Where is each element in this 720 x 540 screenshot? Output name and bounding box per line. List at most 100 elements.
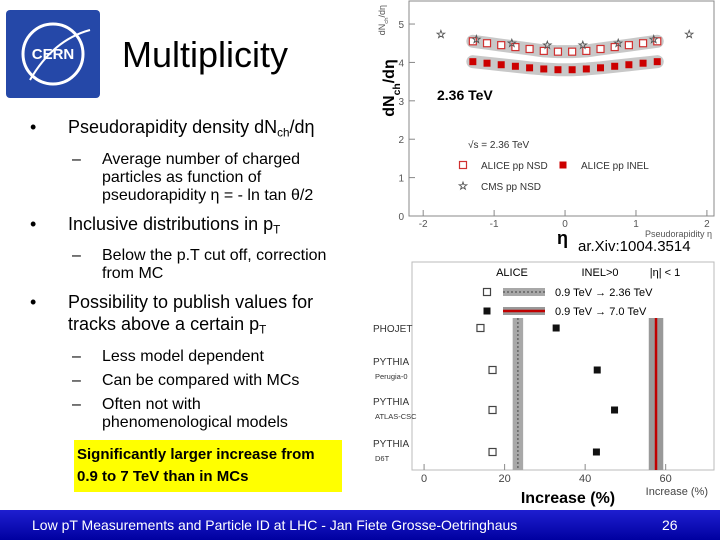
x-tick-label: 60 — [660, 473, 672, 485]
legend-marker — [559, 161, 567, 169]
energy-label: 2.36 TeV — [437, 87, 493, 103]
marker — [554, 66, 562, 74]
sub-bullet: Often not with phenomenological models — [72, 396, 312, 432]
marker — [497, 41, 506, 50]
x-tick-label: -1 — [490, 219, 499, 230]
marker — [482, 39, 492, 48]
legend-label: 0.9 TeV → 2.36 TeV — [555, 287, 653, 299]
model-label: PYTHIA — [373, 439, 409, 450]
x-tick-label: -2 — [419, 219, 428, 230]
subscript: ch — [384, 18, 390, 24]
legend-label: 0.9 TeV → 7.0 TeV — [555, 306, 647, 318]
x-axis-label: Increase (%) — [646, 486, 708, 498]
marker — [471, 34, 482, 44]
legend-title: √s = 2.36 TeV — [468, 139, 530, 151]
legend-header: INEL>0 — [582, 267, 619, 279]
footer: Low pT Measurements and Particle ID at L… — [0, 510, 720, 540]
logo-text: CERN — [32, 46, 75, 63]
side-label: dNch/dη — [381, 59, 403, 116]
marker — [592, 448, 600, 456]
x-tick-label: 0 — [562, 219, 568, 230]
footer-text: Low pT Measurements and Particle ID at L… — [32, 517, 518, 533]
marker — [568, 47, 577, 56]
slide-title: Multiplicity — [122, 34, 289, 75]
model-label: PYTHIA — [373, 397, 409, 408]
logo-ring — [21, 22, 85, 86]
bullet-group: Possibility to publish values for tracks… — [0, 291, 370, 432]
marker — [611, 406, 619, 414]
y-tick-label: 1 — [398, 174, 404, 185]
marker — [568, 66, 576, 74]
subscript: ch — [277, 126, 290, 140]
marker — [469, 58, 477, 66]
tune-label: Perugia-0 — [375, 372, 408, 381]
marker — [582, 46, 591, 56]
x-tick-label: 2 — [704, 219, 710, 230]
legend-marker — [483, 307, 491, 315]
legend-header: |η| < 1 — [650, 267, 681, 279]
marker — [540, 65, 548, 73]
marker — [525, 44, 534, 54]
marker — [552, 324, 560, 332]
subscript: T — [259, 323, 267, 337]
sub-bullet: Less model dependent — [72, 348, 312, 366]
marker — [435, 29, 447, 39]
legend-label: CMS pp NSD — [481, 182, 541, 193]
marker — [610, 42, 619, 52]
y-axis-label: dNch/dη — [377, 5, 390, 35]
marker — [624, 41, 633, 50]
y-tick-label: 2 — [398, 135, 404, 146]
legend-marker — [457, 180, 469, 191]
marker — [625, 61, 633, 69]
marker — [483, 59, 491, 67]
marker — [593, 366, 601, 374]
tune-label: ATLAS-CSC — [375, 412, 417, 421]
page-number: 26 — [662, 517, 678, 533]
bullet-group: Pseudorapidity density dNch/dη Average nu… — [0, 116, 370, 205]
plot-frame — [408, 0, 715, 217]
model-label: PHOJET — [373, 324, 412, 335]
bullet-group: Inclusive distributions in pT Below the p… — [0, 213, 370, 284]
y-tick-label: 3 — [398, 97, 404, 108]
marker — [582, 65, 590, 73]
bullet: Inclusive distributions in pT — [30, 213, 358, 242]
marker — [596, 44, 605, 54]
text: /dη — [381, 59, 398, 83]
marker — [577, 39, 588, 50]
callout: Significantly larger increase from 0.9 t… — [74, 440, 342, 492]
subscript: ch — [392, 83, 403, 95]
text: /dη — [289, 117, 315, 137]
tune-label: D6T — [375, 454, 390, 463]
x-tick-label: 1 — [633, 219, 639, 230]
y-tick-label: 4 — [398, 58, 404, 69]
marker — [611, 62, 619, 70]
text: dN — [381, 95, 398, 116]
text: Pseudorapidity density dN — [68, 117, 278, 137]
sub-bullet: Below the p.T cut off, correction from M… — [72, 247, 357, 283]
legend-label: ALICE pp NSD — [481, 161, 548, 172]
marker — [539, 46, 548, 56]
x-tick-label: 40 — [579, 473, 591, 485]
legend-header: ALICE — [496, 267, 528, 279]
reference: ar.Xiv:1004.3514 — [578, 238, 691, 255]
marker — [648, 33, 659, 44]
y-tick-label: 0 — [398, 212, 404, 223]
marker — [506, 37, 518, 48]
marker — [684, 29, 695, 39]
marker — [613, 37, 624, 48]
eta-label: η — [557, 228, 568, 248]
y-tick-label: 5 — [398, 20, 404, 31]
text: dN — [377, 24, 387, 36]
x-tick-label: 0 — [421, 473, 427, 485]
sub-bullet: Can be compared with MCs — [72, 372, 312, 390]
marker — [639, 59, 647, 67]
legend-marker — [458, 160, 468, 170]
bullet: Pseudorapidity density dNch/dη — [30, 116, 358, 145]
marker — [653, 58, 661, 66]
x-axis-label: Pseudorapidity η — [645, 229, 712, 239]
marker — [553, 47, 563, 56]
marker — [597, 64, 605, 72]
legend-marker — [482, 287, 492, 297]
